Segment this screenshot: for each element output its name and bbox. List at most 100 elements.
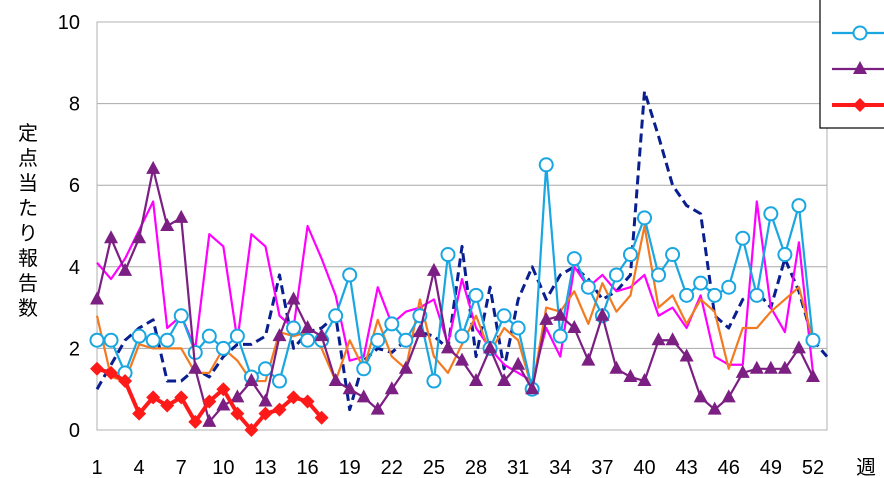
- x-tick-label: 49: [760, 457, 782, 478]
- point-marker-diamond: [146, 390, 161, 405]
- point-marker-circle: [173, 308, 189, 324]
- y-tick-label: 6: [69, 175, 80, 197]
- point-marker-diamond: [286, 390, 301, 405]
- x-tick-label: 19: [339, 457, 361, 478]
- point-marker-triangle: [286, 291, 301, 305]
- point-marker-diamond: [853, 98, 867, 112]
- point-marker-triangle: [370, 401, 385, 415]
- point-marker-circle: [229, 328, 245, 344]
- point-marker-circle: [791, 198, 807, 214]
- y-tick-label: 0: [69, 420, 80, 442]
- point-marker-triangle: [595, 307, 610, 321]
- point-marker-diamond: [132, 406, 147, 421]
- point-marker-triangle: [853, 61, 867, 74]
- point-marker-circle: [707, 287, 723, 303]
- point-marker-circle: [496, 308, 512, 324]
- point-marker-triangle: [609, 360, 624, 374]
- x-tick-label: 31: [507, 457, 529, 478]
- plot-area: [96, 21, 828, 431]
- y-tick-labels: 0 2 4 6 8 10: [58, 12, 80, 442]
- series-6: [90, 361, 329, 437]
- series-3: [95, 224, 815, 391]
- point-marker-circle: [679, 287, 695, 303]
- point-marker-circle: [735, 230, 751, 246]
- y-axis-label-char: 定: [18, 121, 38, 145]
- point-marker-triangle: [314, 328, 329, 342]
- point-marker-triangle: [356, 389, 371, 403]
- point-marker-triangle: [455, 352, 469, 366]
- y-axis-label-char: り: [18, 221, 38, 245]
- point-marker-triangle: [679, 348, 694, 362]
- point-marker-triangle: [707, 401, 722, 415]
- point-marker-circle: [257, 361, 273, 377]
- point-marker-circle: [131, 328, 147, 344]
- point-marker-triangle: [174, 209, 189, 223]
- point-marker-circle: [272, 373, 287, 389]
- point-marker-triangle: [581, 352, 596, 366]
- legend: [819, 0, 884, 129]
- point-marker-triangle: [300, 320, 315, 333]
- y-axis-label-char: た: [18, 196, 38, 220]
- x-tick-label: 46: [718, 457, 740, 478]
- point-marker-triangle: [525, 381, 540, 395]
- point-marker-triangle: [440, 340, 455, 354]
- point-marker-circle: [215, 340, 231, 356]
- point-marker-triangle: [721, 389, 736, 403]
- point-marker-diamond: [188, 414, 203, 429]
- point-marker-triangle: [216, 397, 231, 411]
- x-tick-label: 10: [212, 457, 234, 478]
- point-marker-triangle: [497, 373, 512, 387]
- y-tick-label: 10: [58, 12, 80, 34]
- point-marker-circle: [201, 328, 217, 344]
- point-marker-circle: [777, 247, 793, 263]
- point-marker-circle: [159, 332, 175, 348]
- x-tick-label: 4: [134, 457, 145, 478]
- point-marker-triangle: [328, 373, 343, 387]
- x-axis-label: 週: [856, 455, 876, 478]
- point-marker-triangle: [244, 373, 259, 387]
- y-axis-label-char: 告: [18, 271, 38, 295]
- point-marker-diamond: [244, 423, 259, 437]
- point-marker-circle: [440, 247, 456, 263]
- point-marker-triangle: [651, 332, 666, 346]
- point-marker-triangle: [258, 393, 273, 407]
- x-tick-label: 28: [465, 457, 487, 478]
- series-line: [95, 89, 829, 412]
- point-marker-circle: [622, 247, 638, 263]
- series-line: [95, 224, 815, 391]
- point-marker-diamond: [174, 390, 189, 405]
- x-tick-label: 25: [423, 457, 445, 478]
- point-marker-triangle: [665, 332, 680, 346]
- point-marker-circle: [852, 25, 868, 41]
- point-marker-circle: [538, 157, 554, 173]
- x-tick-label: 22: [381, 457, 403, 478]
- point-marker-triangle: [805, 368, 820, 382]
- point-marker-circle: [384, 316, 400, 332]
- point-marker-diamond: [118, 374, 133, 389]
- point-marker-diamond: [216, 382, 231, 397]
- point-marker-triangle: [188, 360, 203, 374]
- point-marker-circle: [398, 332, 414, 348]
- point-marker-circle: [468, 287, 484, 303]
- point-marker-circle: [426, 373, 442, 389]
- point-marker-circle: [286, 320, 302, 336]
- y-axis-label-char: 当: [18, 171, 38, 195]
- series-line: [97, 163, 815, 391]
- x-tick-label: 34: [549, 457, 571, 478]
- point-marker-triangle: [132, 230, 147, 244]
- point-marker-diamond: [160, 398, 175, 413]
- point-marker-triangle: [342, 381, 357, 395]
- legend-entry-1: [832, 25, 884, 41]
- y-axis-label-char: 報: [18, 246, 38, 270]
- point-marker-circle: [805, 332, 821, 348]
- point-marker-circle: [749, 287, 765, 303]
- point-marker-triangle: [384, 381, 399, 395]
- point-marker-circle: [651, 267, 667, 283]
- series-lines: [89, 89, 829, 437]
- point-marker-diamond: [258, 406, 273, 421]
- point-marker-triangle: [230, 389, 245, 403]
- point-marker-triangle: [693, 389, 708, 403]
- point-marker-circle: [300, 332, 316, 348]
- point-marker-circle: [103, 332, 119, 348]
- point-marker-circle: [608, 267, 624, 283]
